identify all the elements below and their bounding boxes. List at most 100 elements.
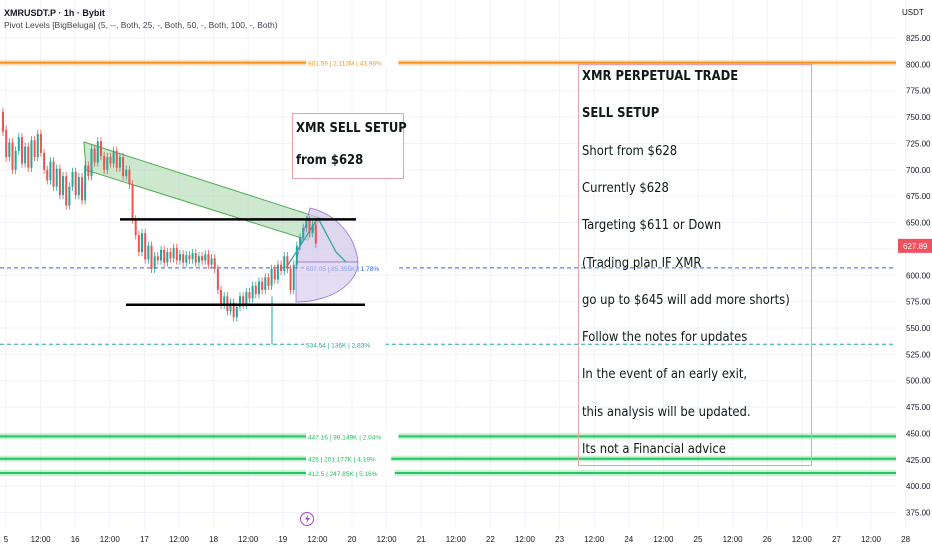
price-tick-label: 375.00 [906,509,931,518]
price-tick-label: 750.00 [906,113,931,122]
candle-body [194,253,197,263]
time-tick-label: 18 [209,535,218,544]
time-tick-label: 12:00 [31,535,52,544]
time-tick-label: 19 [278,535,287,544]
price-tick-label: 450.00 [906,429,931,438]
candle-body [156,256,159,261]
price-tick-label: 800.00 [906,60,931,69]
candle-body [137,235,140,253]
last-price-badge [898,238,932,253]
price-tick-label: 575.00 [906,298,931,307]
candle-body [188,255,191,260]
price-tick-label: 425.00 [906,456,931,465]
candle-body [49,161,52,181]
event-marker[interactable] [300,512,314,526]
candle-body [17,137,20,151]
price-tick-label: 675.00 [906,192,931,201]
candle-body [125,169,128,177]
candle-body [182,254,185,263]
candle-body [147,245,150,260]
candle-body [163,249,166,263]
time-tick-label: 12:00 [100,535,121,544]
pivot-level-label: 426 | 201.177K | 4.19% [308,457,376,464]
sell-setup-box[interactable]: XMR SELL SETUP from $628 [292,113,407,179]
indicator-legend[interactable]: Pivot Levels [BigBeluga] (5, --, Both, 2… [4,20,278,30]
projection-path[interactable] [285,216,347,269]
candle-body [311,224,314,234]
candle-body [122,157,125,177]
currency-label: USDT [902,8,924,17]
candle-body [191,253,194,260]
time-tick-label: 28 [901,535,910,544]
candle-body [65,176,68,206]
candle-body [144,233,147,260]
pivot-level-label: 412.5 | 247.85K | 5.16% [308,471,378,478]
candle-body [314,224,317,244]
pivot-level-label: 447.16 | 98.149K | 2.04% [308,434,381,441]
price-tick-label: 550.00 [906,324,931,333]
note-line: In the event of an early exit, [582,366,748,383]
candle-body [99,141,102,157]
candle-body [172,247,175,259]
candle-body [185,255,188,263]
pivot-label-bg [306,57,399,68]
candle-body [270,268,273,286]
candle-body [33,140,36,158]
support-resistance-lines [120,218,365,307]
candle-body [242,296,245,305]
candle-body [223,296,226,305]
candle-body [308,220,311,234]
candle-body [90,148,93,177]
candle-body [36,133,39,158]
candle-body [292,264,295,291]
candle-body [267,277,270,286]
candle-body [150,245,153,269]
time-tick-label: 26 [763,535,772,544]
price-tick-label: 825.00 [906,34,931,43]
fib-arc-lower[interactable] [295,261,359,303]
candle-body [2,111,4,132]
candle-body [8,142,11,158]
candle-body [109,157,112,164]
trade-notes[interactable]: XMR PERPETUAL TRADE SELL SETUP Short from … [578,64,812,466]
candle-body [166,252,169,263]
pivot-level-label: 801.59 | 2.113M | 43.98% [308,61,382,68]
price-tick-label: 725.00 [906,139,931,148]
candle-body [295,245,298,265]
symbol-title[interactable]: XMRUSDT.P · 1h · Bybit [4,6,105,20]
time-tick-label: 24 [624,535,633,544]
candle-body [305,220,308,228]
time-tick-label: 12:00 [238,535,259,544]
candle-body [245,292,248,305]
candle-body [283,256,286,272]
pivot-levels: 801.59 | 2.113M | 43.98%607.05 | 85.355K… [0,57,896,478]
setup-line-2: from $628 [296,152,364,168]
candle-body [52,161,55,187]
time-tick-label: 25 [694,535,703,544]
price-axis[interactable]: 825.00 800.00 775.00 750.00 725.00 700.00 675.… [898,34,932,518]
candle-body [39,133,42,153]
pivot-level-label: 534.54 | 136K | 2.83% [306,342,370,349]
note-line: Short from $628 [582,142,678,159]
candle-body [68,186,71,206]
candle-body [257,281,260,295]
candle-body [220,290,223,305]
note-line: go up to $645 will add more shorts) [582,291,790,308]
candle-body [254,285,257,295]
candle-body [210,258,213,265]
time-axis[interactable]: 5 12:00 16 12:00 17 12:00 18 12:00 19 12:00 20 12:0… [4,535,911,544]
candle-body [20,137,23,164]
chart-drawings [83,141,359,303]
time-tick-label: 27 [832,535,841,544]
time-tick-label: 12:00 [446,535,467,544]
candle-body [153,256,156,269]
note-line: this analysis will be updated. [582,403,751,420]
candle-body [118,157,121,168]
descending-channel[interactable] [83,141,321,241]
candle-body [160,249,162,261]
price-tick-label: 700.00 [906,166,931,175]
lightning-icon [305,514,310,524]
candle-body [131,184,134,220]
candle-body [77,177,80,196]
